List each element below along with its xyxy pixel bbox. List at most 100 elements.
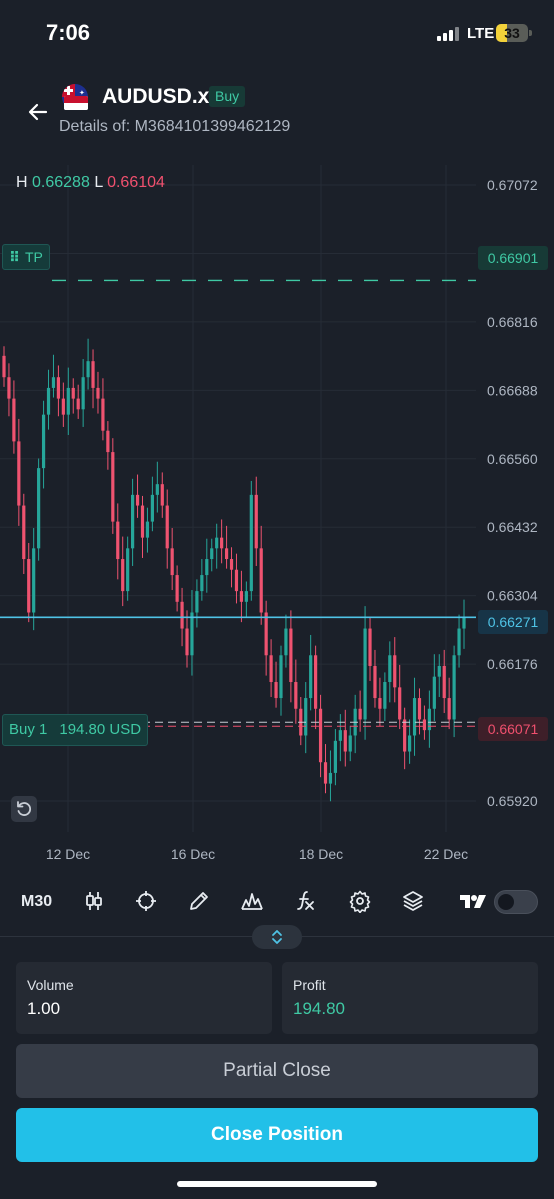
candle bbox=[403, 719, 407, 752]
layers-icon[interactable] bbox=[401, 889, 425, 913]
candle bbox=[388, 655, 392, 683]
high-low-readout: H 0.66288 L 0.66104 bbox=[16, 174, 165, 192]
candle bbox=[412, 698, 417, 736]
candle bbox=[41, 414, 46, 469]
candle bbox=[462, 617, 466, 629]
candle bbox=[318, 708, 323, 763]
price-axis-label: 0.66304 bbox=[487, 588, 538, 604]
tradingview-toggle[interactable] bbox=[494, 890, 538, 914]
timeframe-selector[interactable]: M30 bbox=[21, 893, 53, 910]
high-label: H bbox=[16, 174, 28, 191]
profit-label: Profit bbox=[293, 977, 326, 993]
symbol-title: AUDUSD.x bbox=[102, 85, 210, 108]
price-axis-label: 0.65920 bbox=[487, 793, 538, 809]
tradingview-logo-icon bbox=[460, 895, 486, 908]
candle bbox=[185, 628, 189, 656]
network-label: LTE bbox=[467, 25, 495, 42]
candle bbox=[32, 548, 36, 613]
low-label: L bbox=[94, 174, 103, 191]
candle bbox=[195, 591, 199, 613]
crosshair-icon[interactable] bbox=[134, 889, 158, 913]
candles-icon[interactable] bbox=[82, 889, 106, 913]
candle bbox=[274, 682, 278, 699]
indicator-icon[interactable] bbox=[240, 889, 264, 913]
candle bbox=[140, 505, 145, 538]
buy-pnl: 194.80 USD bbox=[59, 721, 142, 738]
candle bbox=[101, 398, 105, 431]
price-axis-label: 0.66176 bbox=[487, 656, 538, 672]
take-profit-handle[interactable]: ⠿ TP bbox=[2, 244, 50, 270]
candle bbox=[234, 569, 239, 592]
candle bbox=[442, 665, 446, 699]
usa-flag-icon bbox=[64, 96, 88, 110]
close-position-button[interactable]: Close Position bbox=[16, 1108, 538, 1162]
buy-label: Buy 1 bbox=[9, 721, 48, 738]
price-axis-label: 0.66816 bbox=[487, 314, 538, 330]
candle bbox=[338, 730, 342, 741]
candle bbox=[12, 398, 16, 442]
candle bbox=[135, 494, 140, 506]
candle bbox=[373, 665, 377, 699]
candle bbox=[343, 730, 347, 752]
buy-position-tag[interactable]: Buy 1 194.80 USD bbox=[2, 714, 149, 746]
candle bbox=[269, 655, 273, 683]
candle bbox=[160, 484, 164, 506]
current-price-tag: 0.66271 bbox=[478, 610, 548, 634]
candle bbox=[294, 682, 298, 709]
candle bbox=[66, 387, 70, 415]
candle bbox=[131, 494, 135, 549]
drag-handle-icon: ⠿ bbox=[9, 249, 20, 265]
candle bbox=[383, 682, 387, 709]
reset-chart-button[interactable] bbox=[11, 796, 37, 822]
candle bbox=[37, 468, 41, 549]
candle bbox=[333, 740, 337, 773]
candle bbox=[239, 591, 244, 602]
profit-card: Profit 194.80 bbox=[282, 962, 538, 1034]
candle bbox=[249, 494, 253, 592]
candle bbox=[210, 548, 214, 560]
expand-panel-button[interactable] bbox=[252, 925, 302, 949]
candle bbox=[180, 601, 184, 629]
date-axis-label: 12 Dec bbox=[46, 846, 90, 862]
candle bbox=[200, 575, 204, 592]
candle bbox=[417, 698, 422, 720]
position-details: Details of: M3684101399462129 bbox=[59, 118, 291, 135]
candle bbox=[447, 698, 451, 720]
candle bbox=[314, 655, 318, 709]
candle bbox=[126, 548, 130, 592]
candle bbox=[457, 628, 461, 656]
back-arrow-icon[interactable] bbox=[26, 100, 50, 124]
reset-icon bbox=[17, 801, 32, 816]
candle bbox=[190, 612, 194, 656]
candle bbox=[51, 377, 56, 388]
candle bbox=[111, 452, 115, 522]
date-axis-label: 16 Dec bbox=[171, 846, 215, 862]
entry-price-tag: 0.66071 bbox=[478, 717, 548, 741]
battery-icon: 33 bbox=[496, 24, 528, 42]
candle bbox=[150, 494, 154, 522]
candle bbox=[71, 387, 75, 399]
candle bbox=[165, 505, 169, 549]
candle bbox=[2, 355, 6, 378]
profit-value: 194.80 bbox=[293, 999, 345, 1018]
tp-label: TP bbox=[24, 249, 43, 265]
date-axis-label: 22 Dec bbox=[424, 846, 468, 862]
candle bbox=[264, 612, 268, 656]
candle bbox=[22, 505, 26, 560]
candle bbox=[289, 628, 293, 683]
candle bbox=[393, 655, 397, 688]
candle bbox=[229, 559, 234, 570]
home-indicator bbox=[177, 1181, 377, 1187]
candle bbox=[309, 655, 313, 699]
candle bbox=[81, 377, 85, 410]
candle bbox=[398, 687, 402, 720]
candle bbox=[106, 430, 110, 453]
price-chart[interactable]: 0.670720.669440.668160.666880.665600.664… bbox=[0, 165, 554, 875]
partial-close-button[interactable]: Partial Close bbox=[16, 1044, 538, 1098]
pencil-icon[interactable] bbox=[187, 889, 211, 913]
battery-level: 33 bbox=[504, 25, 520, 41]
candle bbox=[348, 735, 352, 752]
price-axis-label: 0.67072 bbox=[487, 177, 538, 193]
function-icon[interactable] bbox=[294, 889, 318, 913]
settings-icon[interactable] bbox=[348, 889, 372, 913]
